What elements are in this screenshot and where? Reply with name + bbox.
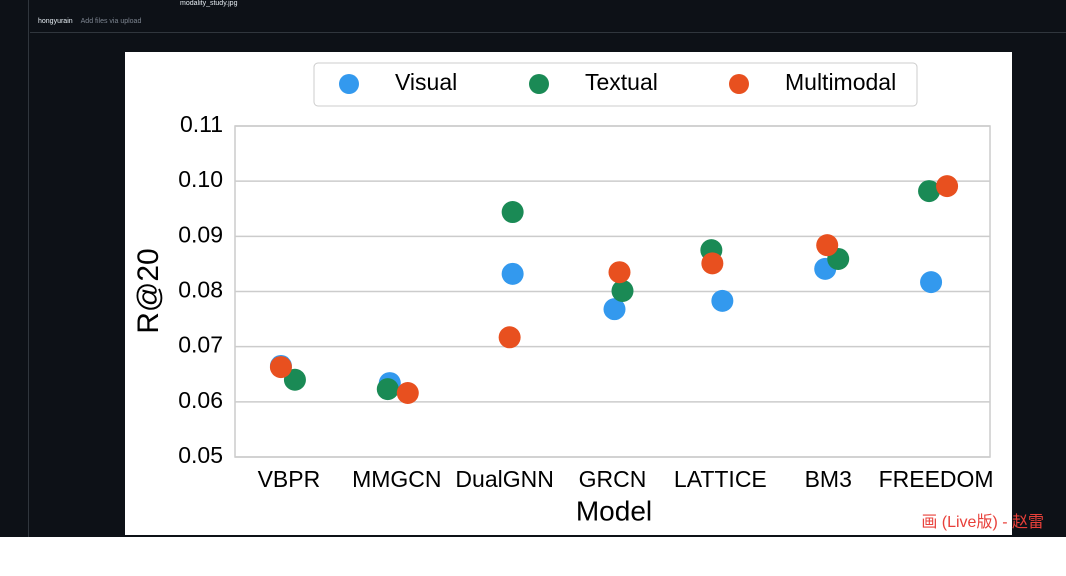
x-tick-label: BM3 bbox=[805, 466, 852, 492]
y-tick-label: 0.08 bbox=[178, 277, 223, 303]
x-tick-label: VBPR bbox=[258, 466, 321, 492]
commit-bar: hongyurain Add files via upload bbox=[30, 12, 1066, 33]
legend-marker bbox=[339, 74, 359, 94]
legend-marker bbox=[729, 74, 749, 94]
commit-author[interactable]: hongyurain bbox=[38, 18, 73, 25]
data-point bbox=[501, 201, 524, 224]
legend-label: Textual bbox=[585, 69, 658, 95]
x-tick-label: GRCN bbox=[579, 466, 647, 492]
data-point bbox=[816, 234, 839, 257]
x-tick-label: MMGCN bbox=[352, 466, 441, 492]
y-tick-label: 0.11 bbox=[180, 111, 223, 137]
data-point bbox=[396, 382, 419, 405]
image-bg bbox=[125, 52, 1012, 535]
legend-label: Multimodal bbox=[785, 69, 896, 95]
y-tick-label: 0.05 bbox=[178, 442, 223, 468]
commit-message[interactable]: Add files via upload bbox=[80, 18, 142, 25]
data-point bbox=[920, 271, 943, 294]
legend-label: Visual bbox=[395, 69, 457, 95]
x-tick-label: LATTICE bbox=[674, 466, 767, 492]
data-point bbox=[936, 175, 959, 198]
watermark: 画 (Live版) - 赵雷 bbox=[921, 513, 1044, 531]
data-point bbox=[501, 262, 524, 285]
data-point bbox=[918, 180, 941, 203]
data-point bbox=[611, 279, 634, 302]
data-point bbox=[608, 261, 631, 284]
y-tick-label: 0.07 bbox=[178, 332, 223, 358]
legend-marker bbox=[529, 74, 549, 94]
x-tick-label: FREEDOM bbox=[879, 466, 994, 492]
data-point bbox=[283, 368, 306, 391]
file-name[interactable]: modality_study.jpg bbox=[180, 0, 238, 7]
data-point bbox=[701, 252, 724, 275]
sidebar bbox=[0, 0, 29, 537]
data-point bbox=[603, 298, 626, 321]
y-tick-label: 0.10 bbox=[178, 166, 223, 192]
y-tick-label: 0.06 bbox=[178, 387, 223, 413]
y-axis-label: R@20 bbox=[132, 248, 165, 334]
data-point bbox=[711, 289, 734, 312]
data-point bbox=[376, 378, 399, 401]
data-point bbox=[269, 356, 292, 379]
x-axis-label: Model bbox=[576, 495, 652, 526]
legend-box bbox=[313, 62, 918, 107]
y-tick-label: 0.09 bbox=[178, 221, 223, 247]
data-point bbox=[498, 326, 521, 349]
x-tick-label: DualGNN bbox=[455, 466, 553, 492]
